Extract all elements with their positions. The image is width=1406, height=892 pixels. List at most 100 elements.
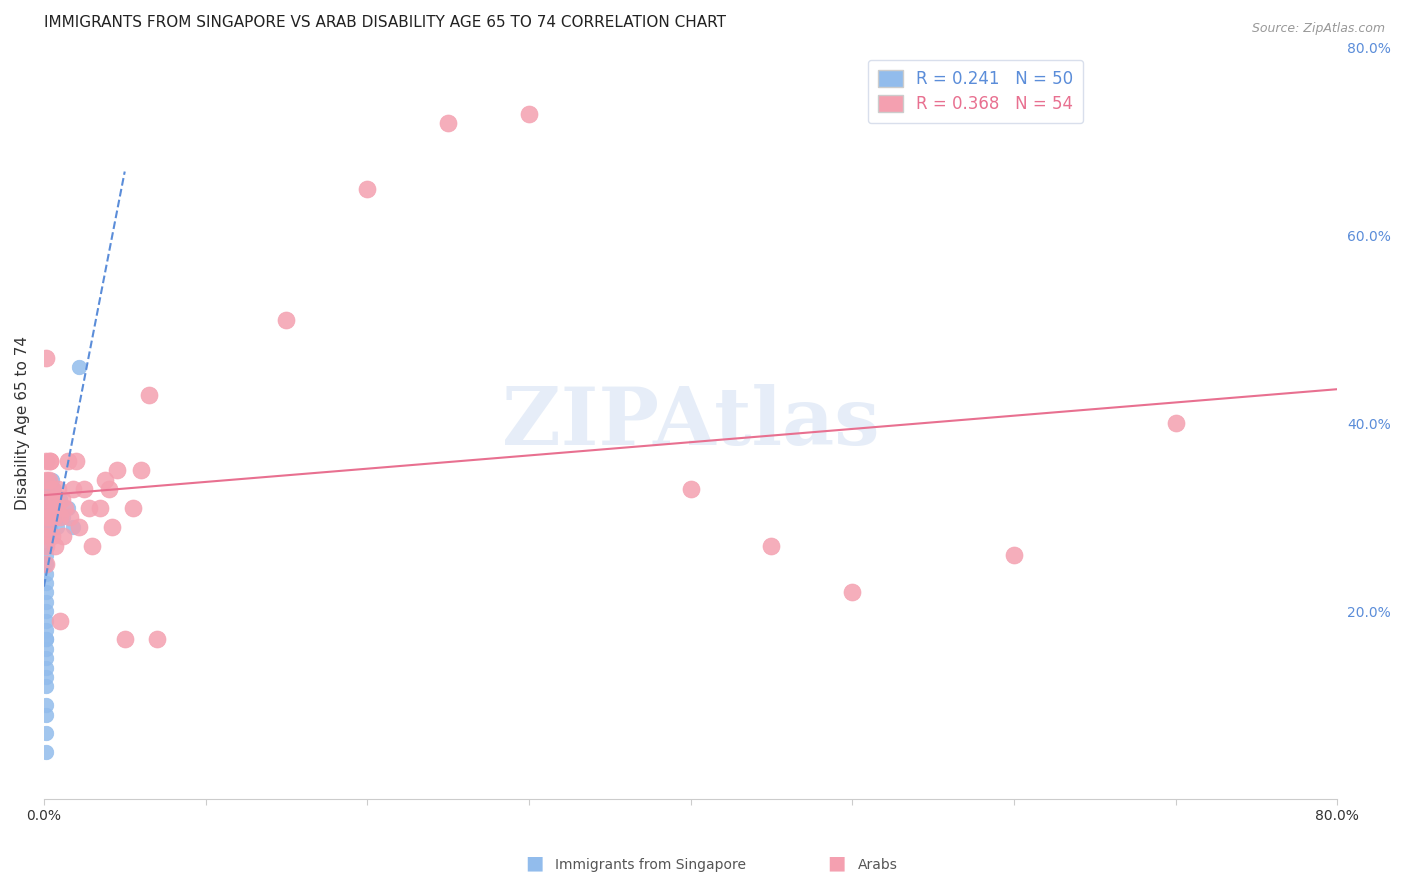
Point [38,510,60,524]
Point [37,520,59,534]
Point [34,454,56,468]
Text: ■: ■ [827,854,846,872]
Text: Arabs: Arabs [858,858,897,872]
Point [105,463,128,477]
Point [38,473,60,487]
Point [41,500,63,515]
Point [42,510,65,524]
Point [34,539,56,553]
Point [42,491,65,506]
Point [34,520,56,534]
Point [356,182,378,196]
Point [49,614,72,628]
Point [41,473,63,487]
Point [56,500,79,515]
Point [679,482,702,496]
Point [34,529,56,543]
Text: Immigrants from Singapore: Immigrants from Singapore [555,858,747,872]
Point [34,529,56,543]
Point [34,576,56,591]
Point [138,388,160,402]
Point [34,660,56,674]
Point [34,510,56,524]
Point [34,651,56,665]
Point [34,670,56,684]
Point [73,482,96,496]
Point [48,482,70,496]
Point [44,500,66,515]
Point [56,454,79,468]
Point [65,454,87,468]
Point [34,585,56,599]
Point [45,500,67,515]
Point [69,360,91,375]
Point [34,632,56,647]
Point [34,491,56,506]
Point [34,558,56,572]
Point [34,510,56,524]
Point [517,106,540,120]
Y-axis label: Disability Age 65 to 74: Disability Age 65 to 74 [15,336,30,510]
Point [37,500,59,515]
Point [39,520,62,534]
Point [62,482,84,496]
Point [34,351,56,365]
Point [761,539,783,553]
Point [41,529,63,543]
Point [38,473,60,487]
Point [34,641,56,656]
Point [34,558,56,572]
Point [34,529,56,543]
Point [34,623,56,637]
Point [34,510,56,524]
Point [69,520,91,534]
Point [94,473,117,487]
Text: Source: ZipAtlas.com: Source: ZipAtlas.com [1251,22,1385,36]
Text: ZIPAtlas: ZIPAtlas [502,384,879,462]
Point [129,463,152,477]
Point [42,482,65,496]
Point [34,604,56,618]
Point [146,632,169,647]
Point [39,491,62,506]
Point [1002,548,1025,562]
Point [51,491,73,506]
Point [62,520,84,534]
Point [97,482,120,496]
Point [841,585,863,599]
Point [34,726,56,740]
Point [38,510,60,524]
Point [44,539,66,553]
Point [82,539,104,553]
Point [37,482,59,496]
Point [37,454,59,468]
Point [34,500,56,515]
Point [34,473,56,487]
Point [45,520,67,534]
Point [101,520,124,534]
Point [1164,417,1187,431]
Point [52,529,75,543]
Point [39,454,62,468]
Point [39,454,62,468]
Point [52,510,75,524]
Point [37,520,59,534]
Point [59,510,82,524]
Point [276,313,298,327]
Point [77,500,100,515]
Text: IMMIGRANTS FROM SINGAPORE VS ARAB DISABILITY AGE 65 TO 74 CORRELATION CHART: IMMIGRANTS FROM SINGAPORE VS ARAB DISABI… [44,15,725,30]
Point [53,500,76,515]
Point [49,510,72,524]
Point [49,491,72,506]
Point [34,500,56,515]
Legend: R = 0.241   N = 50, R = 0.368   N = 54: R = 0.241 N = 50, R = 0.368 N = 54 [868,60,1083,123]
Point [34,539,56,553]
Point [34,679,56,693]
Text: ■: ■ [524,854,544,872]
Point [34,482,56,496]
Point [34,707,56,722]
Point [34,566,56,581]
Point [34,632,56,647]
Point [34,698,56,713]
Point [44,510,66,524]
